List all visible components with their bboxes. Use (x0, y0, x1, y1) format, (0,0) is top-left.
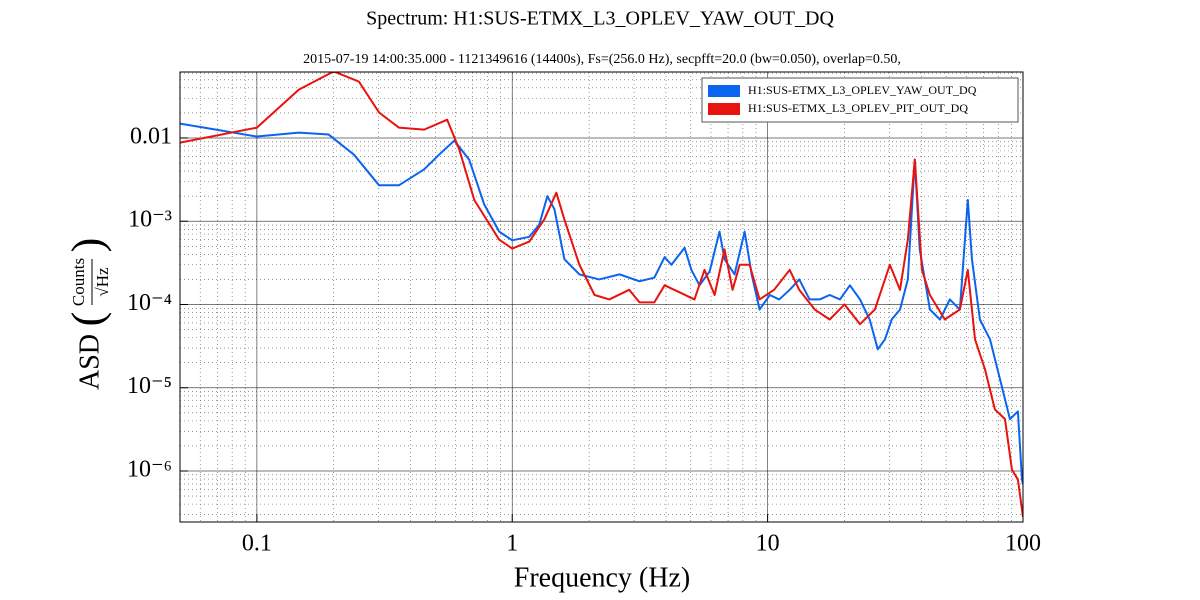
y-tick-label: 10⁻⁶ (127, 456, 172, 482)
y-tick-label: 10⁻⁵ (127, 373, 172, 399)
x-tick-label: 10 (756, 531, 780, 557)
plot-lines (180, 72, 1023, 518)
paren: ( (63, 312, 112, 327)
legend-swatch (708, 85, 740, 97)
x-tick-label: 100 (1005, 531, 1041, 557)
y-tick-label: 10⁻⁴ (127, 290, 172, 316)
y-label-main: ASD (74, 334, 105, 390)
legend-box (701, 77, 1019, 123)
y-label-numerator: Counts (69, 258, 88, 306)
y-label-denominator: √Hz (93, 267, 112, 297)
chart-subtitle: 2015-07-19 14:00:35.000 - 1121349616 (14… (303, 52, 901, 67)
y-tick-label: 0.01 (130, 123, 172, 149)
y-axis-label: ASD ( Counts √Hz ) (63, 238, 112, 390)
paren: ) (63, 238, 112, 253)
x-tick-label: 0.1 (242, 531, 272, 557)
series-line (180, 72, 1023, 518)
plot-frame (179, 71, 1024, 523)
legend-label: H1:SUS-ETMX_L3_OPLEV_YAW_OUT_DQ (748, 83, 977, 97)
x-tick-label: 1 (506, 531, 518, 557)
x-axis-label: Frequency (Hz) (514, 562, 690, 593)
series-line (180, 122, 1023, 485)
legend-label: H1:SUS-ETMX_L3_OPLEV_PIT_OUT_DQ (748, 101, 968, 115)
legend: H1:SUS-ETMX_L3_OPLEV_YAW_OUT_DQ H1:SUS-ET… (701, 77, 1019, 123)
y-tick-label: 10⁻³ (128, 207, 172, 233)
grid (180, 72, 1024, 522)
chart-title: Spectrum: H1:SUS-ETMX_L3_OPLEV_YAW_OUT_D… (366, 8, 834, 30)
legend-swatch (708, 103, 740, 115)
